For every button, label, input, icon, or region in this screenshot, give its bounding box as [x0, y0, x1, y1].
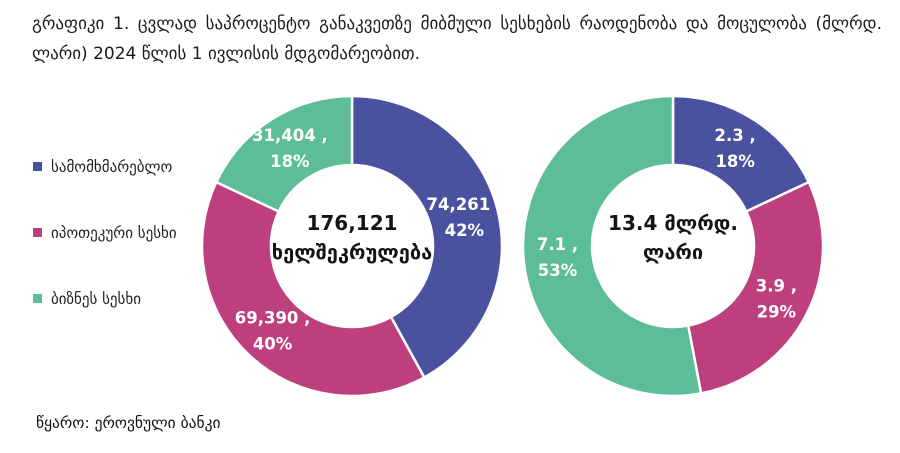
legend-item-0: სამომხმარებლო — [33, 157, 177, 176]
slice-label-0: 2.3 , 18% — [715, 126, 756, 171]
legend-item-2: ბიზნეს სესხი — [33, 289, 177, 308]
slice-label-2: 31,404 , 18% — [252, 126, 328, 171]
legend-label: სამომხმარებლო — [51, 157, 173, 176]
donut-center-label: 13.4 მლრდ. ლარი — [608, 211, 738, 264]
legend-swatch-icon — [33, 228, 42, 237]
donut-slice-1 — [200, 180, 426, 398]
source-note: წყარო: ეროვნული ბანკი — [36, 414, 221, 432]
legend-swatch-icon — [33, 294, 42, 303]
legend-swatch-icon — [33, 162, 42, 171]
donut-chart-contracts-count: 74,261 , 42% 69,390 , 40% 31,404 , 18% 176,121… — [200, 94, 504, 398]
donut-slice-0 — [350, 94, 504, 379]
slice-label-1: 69,390 , 40% — [235, 309, 311, 354]
donut-slice-2 — [521, 94, 703, 398]
legend: სამომხმარებლო იპოთეკური სესხი ბიზნეს სესხი — [33, 157, 177, 355]
donut-slice-1 — [686, 180, 825, 395]
donut-slice-2 — [215, 94, 354, 213]
legend-item-1: იპოთეკური სესხი — [33, 223, 177, 242]
legend-label: იპოთეკური სესხი — [51, 223, 177, 242]
slice-label-0: 74,261 , 42% — [427, 195, 503, 240]
donut-center-label: 176,121 ხელშეკრულება — [272, 211, 432, 264]
figure-title: გრაფიკი 1. ცვლად საპროცენტო განაკვეთზე მ… — [32, 14, 882, 64]
donut-chart-loan-volume: 2.3 , 18% 3.9 , 29% 7.1 , 53% 13.4 მლრდ. ლარი — [521, 94, 825, 398]
slice-label-2: 7.1 , 53% — [537, 235, 578, 280]
slice-label-1: 3.9 , 29% — [756, 277, 797, 322]
legend-label: ბიზნეს სესხი — [51, 289, 141, 308]
